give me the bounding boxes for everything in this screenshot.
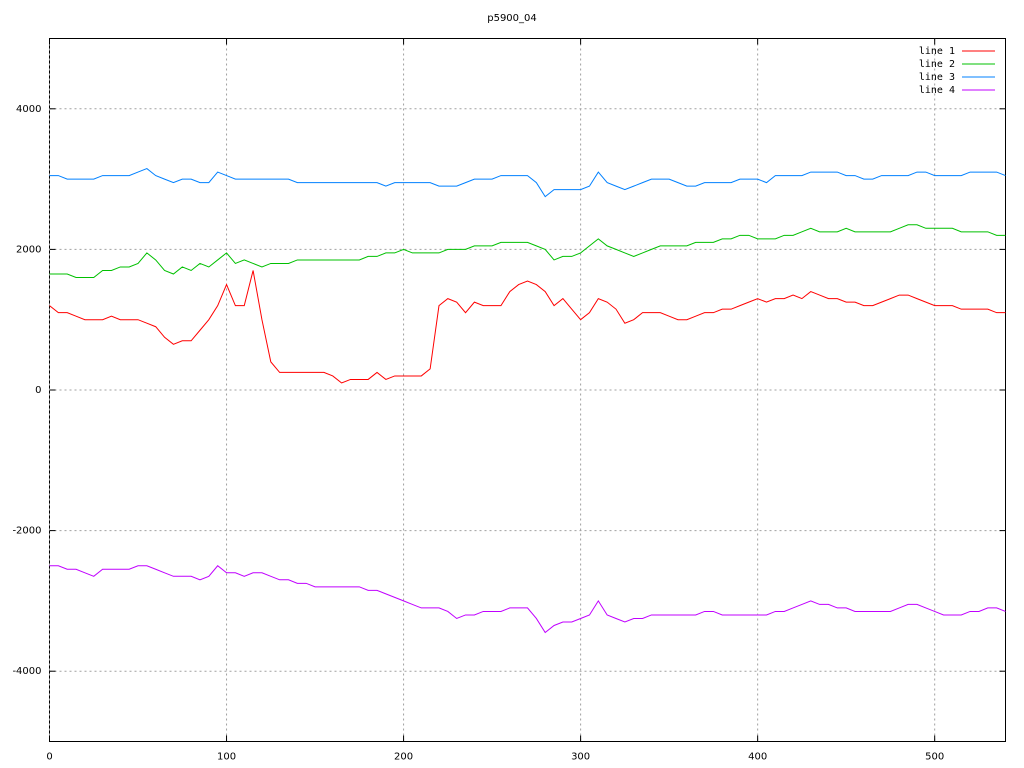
- data-line: [49, 167, 1006, 198]
- y-tick-label: -2000: [12, 526, 41, 537]
- x-tick-label: 200: [394, 752, 413, 763]
- legend-label: line 4: [919, 85, 955, 96]
- legend-label: line 2: [919, 59, 955, 70]
- x-tick-label: 0: [46, 752, 52, 763]
- chart-title: p5900_04: [487, 13, 537, 24]
- plot-frame: [49, 38, 1006, 742]
- data-line: [49, 224, 1006, 279]
- x-tick-label: 300: [571, 752, 590, 763]
- data-line: [49, 565, 1006, 634]
- legend-label: line 1: [919, 46, 955, 57]
- data-line: [49, 270, 1006, 384]
- x-tick-label: 100: [217, 752, 236, 763]
- legend-label: line 3: [919, 72, 955, 83]
- x-tick-label: 500: [925, 752, 944, 763]
- y-tick-label: 2000: [16, 244, 41, 255]
- y-tick-label: 4000: [16, 104, 41, 115]
- x-tick-label: 400: [748, 752, 767, 763]
- y-tick-label: -4000: [12, 666, 41, 677]
- y-tick-label: 0: [35, 385, 41, 396]
